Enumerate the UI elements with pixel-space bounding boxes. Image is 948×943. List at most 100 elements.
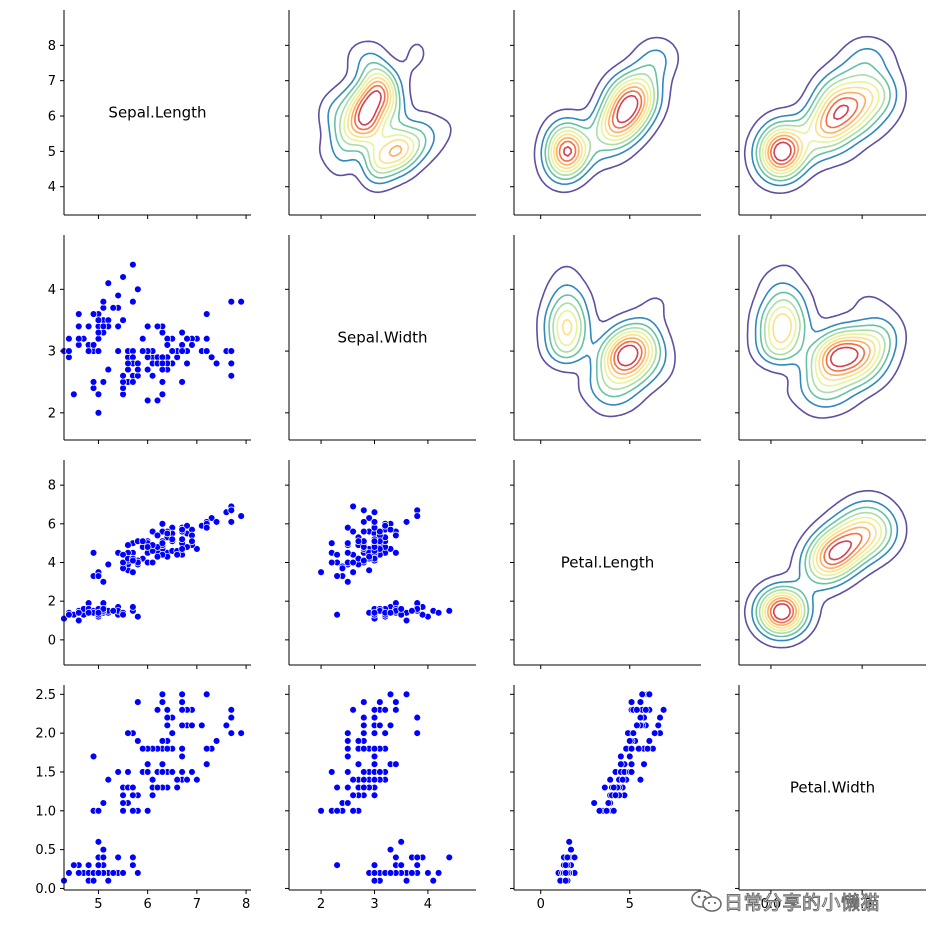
kde-contour bbox=[770, 97, 859, 165]
x-tick-label: 2 bbox=[317, 897, 325, 912]
scatter-point bbox=[636, 775, 645, 784]
scatter-point bbox=[561, 876, 570, 885]
scatter-point bbox=[659, 706, 668, 714]
scatter-point bbox=[109, 869, 117, 877]
scatter-point bbox=[333, 807, 341, 815]
kde-contour bbox=[758, 511, 887, 634]
scatter-point bbox=[173, 353, 181, 362]
scatter-point bbox=[114, 322, 122, 331]
scatter-point bbox=[119, 273, 127, 281]
scatter-point bbox=[119, 316, 127, 324]
scatter-point bbox=[119, 390, 127, 399]
scatter-point bbox=[65, 353, 73, 362]
scatter-point bbox=[561, 869, 570, 877]
scatter-point bbox=[370, 744, 379, 753]
scatter-point bbox=[392, 853, 400, 862]
scatter-point bbox=[349, 527, 357, 536]
kde-contour bbox=[350, 80, 403, 157]
scatter-point bbox=[114, 768, 122, 776]
scatter-point bbox=[633, 706, 641, 714]
scatter-point bbox=[402, 616, 411, 625]
scatter-point bbox=[408, 869, 416, 877]
scatter-point bbox=[627, 760, 636, 768]
scatter-point bbox=[445, 853, 454, 862]
scatter-point bbox=[570, 853, 579, 862]
scatter-point bbox=[365, 552, 373, 561]
scatter-point bbox=[104, 279, 113, 287]
scatter-point bbox=[392, 760, 400, 768]
kde-contour bbox=[759, 291, 891, 401]
x-tick-label: 4 bbox=[424, 897, 432, 912]
watermark-text: 日常分享的小懒猫 bbox=[723, 891, 881, 914]
kde-contour bbox=[561, 318, 650, 380]
scatter-point bbox=[178, 744, 186, 753]
kde-contour bbox=[773, 104, 849, 162]
kde-contour bbox=[825, 342, 866, 372]
panel-petal-length-vs-sepal-length: 0 2 4 6 8 bbox=[48, 460, 251, 669]
scatter-point bbox=[109, 607, 117, 615]
scatter-point bbox=[370, 876, 379, 885]
scatter-point bbox=[134, 372, 142, 380]
scatter-point bbox=[99, 297, 108, 306]
y-tick-label: 0.0 bbox=[35, 882, 56, 897]
scatter-point bbox=[75, 869, 83, 877]
scatter-point bbox=[94, 572, 103, 580]
scatter-point bbox=[360, 698, 368, 706]
scatter-point bbox=[392, 531, 400, 540]
scatter-point bbox=[360, 713, 368, 722]
scatter-point bbox=[413, 512, 421, 520]
scatter-point bbox=[643, 744, 652, 753]
scatter-point bbox=[119, 372, 127, 380]
scatter-point bbox=[94, 390, 103, 399]
kde-contour bbox=[563, 94, 639, 157]
scatter-point bbox=[178, 347, 186, 355]
scatter-point bbox=[163, 721, 172, 730]
kde-contour bbox=[556, 309, 654, 384]
scatter-point bbox=[153, 322, 162, 331]
scatter-point bbox=[119, 558, 127, 567]
scatter-point bbox=[413, 729, 421, 737]
scatter-point bbox=[370, 869, 379, 877]
scatter-point bbox=[349, 568, 357, 576]
scatter-point bbox=[193, 545, 201, 553]
scatter-point bbox=[158, 353, 167, 362]
scatter-point bbox=[183, 521, 191, 530]
kde-contour bbox=[347, 76, 410, 164]
kde-contour bbox=[767, 91, 867, 169]
scatter-point bbox=[413, 713, 421, 722]
scatter-point bbox=[365, 514, 373, 522]
scatter-point bbox=[360, 506, 368, 515]
scatter-point bbox=[134, 359, 142, 368]
diagonal-label-petal-width: Petal.Width bbox=[790, 779, 875, 797]
scatter-point bbox=[376, 721, 384, 730]
scatter-point bbox=[222, 721, 231, 730]
scatter-point bbox=[143, 543, 152, 551]
scatter-point bbox=[153, 552, 162, 561]
panel-sepal-width-vs-sepal-length: 2 3 4 bbox=[48, 235, 251, 444]
scatter-point bbox=[609, 783, 618, 792]
scatter-point bbox=[370, 518, 379, 526]
scatter-point bbox=[148, 775, 157, 784]
scatter-point bbox=[370, 729, 379, 737]
kde-contour bbox=[613, 340, 643, 371]
scatter-point bbox=[173, 783, 181, 792]
scatter-point bbox=[158, 378, 167, 386]
scatter-point bbox=[634, 744, 643, 753]
scatter-point bbox=[365, 566, 373, 574]
scatter-point bbox=[629, 729, 638, 737]
scatter-point bbox=[626, 737, 634, 745]
scatter-point bbox=[360, 729, 368, 737]
scatter-point bbox=[202, 523, 211, 532]
scatter-point bbox=[70, 390, 78, 399]
scatter-point bbox=[333, 572, 341, 580]
scatter-point bbox=[163, 341, 172, 349]
scatter-point bbox=[114, 291, 122, 300]
kde-contour bbox=[548, 294, 662, 398]
scatter-point bbox=[99, 853, 108, 862]
scatter-point bbox=[158, 760, 167, 768]
y-tick-label: 2 bbox=[48, 595, 56, 610]
scatter-point bbox=[402, 876, 411, 885]
scatter-point bbox=[344, 523, 352, 532]
scatter-point bbox=[317, 568, 325, 576]
scatter-point bbox=[158, 520, 167, 528]
